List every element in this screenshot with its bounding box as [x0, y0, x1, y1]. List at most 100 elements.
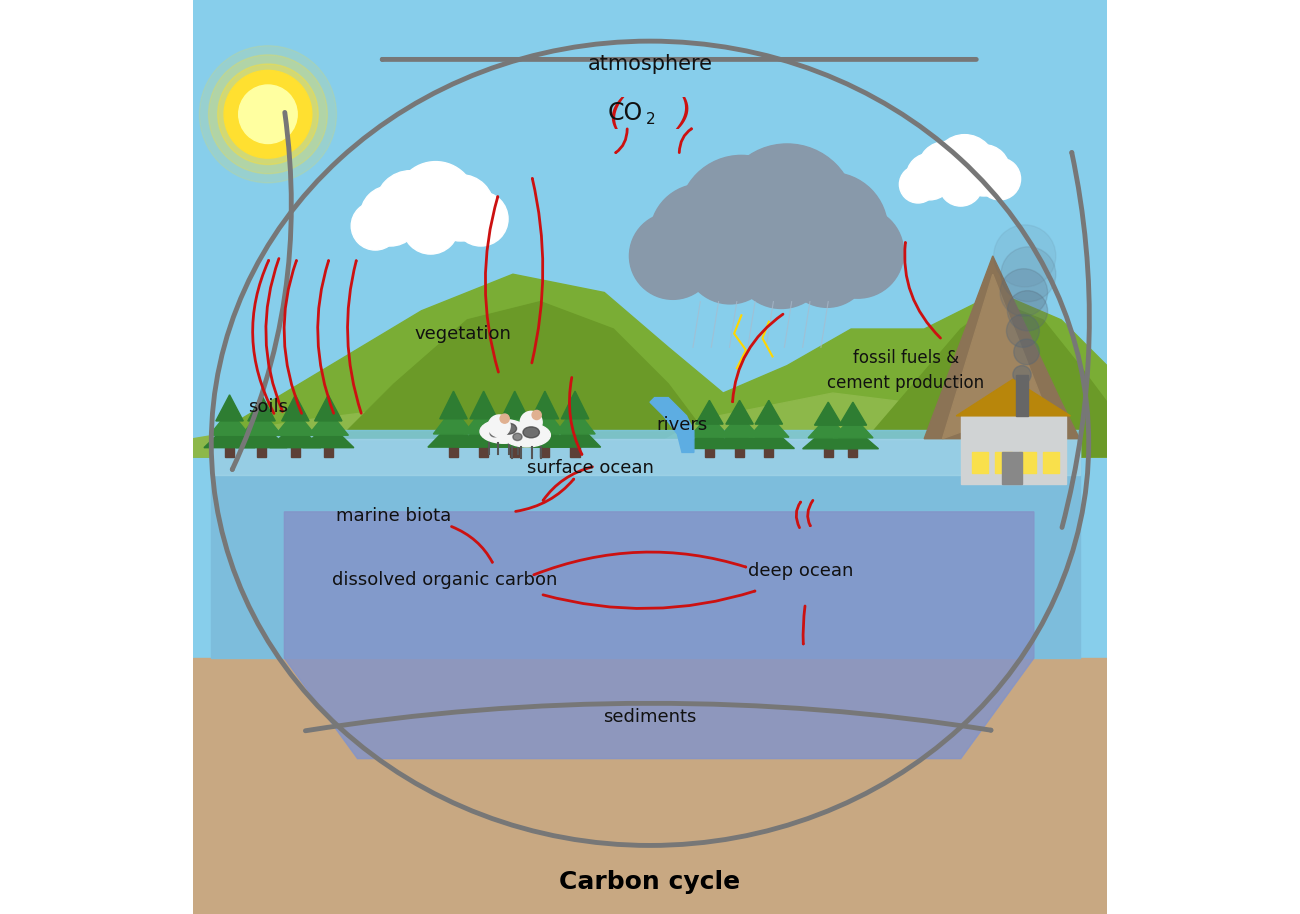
Polygon shape	[809, 416, 849, 438]
Circle shape	[629, 213, 716, 300]
Polygon shape	[650, 398, 694, 452]
Circle shape	[784, 220, 871, 307]
Bar	[192, 658, 1108, 914]
Polygon shape	[744, 426, 794, 449]
Circle shape	[532, 410, 541, 420]
Circle shape	[376, 171, 446, 241]
Polygon shape	[433, 408, 473, 434]
Text: Carbon cycle: Carbon cycle	[559, 870, 741, 894]
Circle shape	[774, 173, 888, 287]
Circle shape	[1001, 247, 1056, 302]
Polygon shape	[519, 420, 571, 447]
Text: surface ocean: surface ocean	[528, 459, 654, 477]
Ellipse shape	[523, 427, 540, 438]
FancyArrowPatch shape	[1062, 153, 1089, 527]
Polygon shape	[833, 416, 874, 438]
Circle shape	[239, 85, 298, 143]
Circle shape	[351, 202, 399, 250]
Bar	[961, 416, 1066, 484]
Polygon shape	[924, 256, 1079, 439]
Circle shape	[939, 163, 983, 207]
Polygon shape	[192, 274, 1108, 457]
Circle shape	[360, 186, 421, 246]
Circle shape	[1013, 366, 1031, 384]
Polygon shape	[532, 391, 559, 419]
FancyArrowPatch shape	[306, 703, 991, 731]
Ellipse shape	[514, 433, 523, 441]
Polygon shape	[308, 410, 348, 435]
Bar	[1015, 375, 1028, 416]
Bar	[849, 447, 858, 457]
Polygon shape	[248, 395, 276, 421]
Polygon shape	[439, 391, 467, 419]
Polygon shape	[494, 408, 534, 434]
Polygon shape	[285, 512, 1034, 759]
Polygon shape	[942, 274, 1043, 439]
FancyArrowPatch shape	[807, 500, 812, 526]
Bar	[1002, 452, 1022, 484]
Bar	[257, 446, 266, 457]
Circle shape	[979, 158, 1020, 200]
Bar	[324, 446, 333, 457]
Polygon shape	[725, 400, 753, 424]
Circle shape	[454, 192, 508, 246]
FancyArrowPatch shape	[265, 259, 282, 411]
Circle shape	[500, 414, 510, 423]
Polygon shape	[315, 395, 342, 421]
Circle shape	[199, 46, 337, 183]
Bar	[1019, 452, 1036, 473]
Text: ): )	[677, 97, 692, 132]
Polygon shape	[204, 423, 255, 448]
FancyArrowPatch shape	[252, 260, 274, 413]
Text: deep ocean: deep ocean	[747, 562, 854, 580]
Circle shape	[428, 175, 494, 241]
Circle shape	[958, 144, 1010, 196]
Polygon shape	[689, 415, 729, 437]
Bar	[510, 445, 519, 457]
Bar	[734, 447, 744, 457]
Polygon shape	[755, 400, 783, 424]
Ellipse shape	[490, 430, 499, 437]
Polygon shape	[212, 439, 1079, 658]
FancyArrowPatch shape	[485, 197, 498, 372]
Bar	[291, 446, 300, 457]
Circle shape	[217, 64, 318, 165]
Bar	[764, 447, 774, 457]
FancyArrowPatch shape	[451, 526, 493, 562]
Bar	[225, 446, 234, 457]
Polygon shape	[500, 391, 528, 419]
Circle shape	[684, 212, 776, 303]
Circle shape	[900, 165, 937, 203]
Polygon shape	[550, 420, 601, 447]
Text: (: (	[608, 97, 623, 132]
Circle shape	[224, 70, 312, 158]
Circle shape	[733, 213, 829, 309]
Polygon shape	[555, 408, 595, 434]
FancyArrowPatch shape	[569, 377, 582, 454]
Polygon shape	[852, 302, 1108, 457]
Polygon shape	[489, 420, 541, 447]
Circle shape	[906, 154, 953, 200]
FancyArrowPatch shape	[532, 178, 543, 363]
Bar	[971, 452, 988, 473]
Polygon shape	[696, 400, 723, 424]
Polygon shape	[562, 391, 589, 419]
Circle shape	[208, 55, 328, 174]
FancyArrowPatch shape	[516, 479, 573, 512]
Text: vegetation: vegetation	[415, 324, 511, 343]
Circle shape	[1014, 339, 1040, 365]
Circle shape	[918, 142, 972, 196]
FancyArrowPatch shape	[347, 260, 361, 413]
FancyArrowPatch shape	[317, 260, 334, 413]
Circle shape	[395, 162, 476, 242]
Polygon shape	[212, 430, 1079, 457]
Bar	[571, 445, 580, 457]
Circle shape	[1000, 269, 1048, 316]
Polygon shape	[827, 427, 879, 449]
Polygon shape	[242, 410, 282, 435]
Polygon shape	[212, 439, 1079, 475]
Polygon shape	[469, 391, 498, 419]
Circle shape	[403, 197, 459, 254]
Circle shape	[1006, 314, 1040, 347]
Bar	[824, 447, 833, 457]
